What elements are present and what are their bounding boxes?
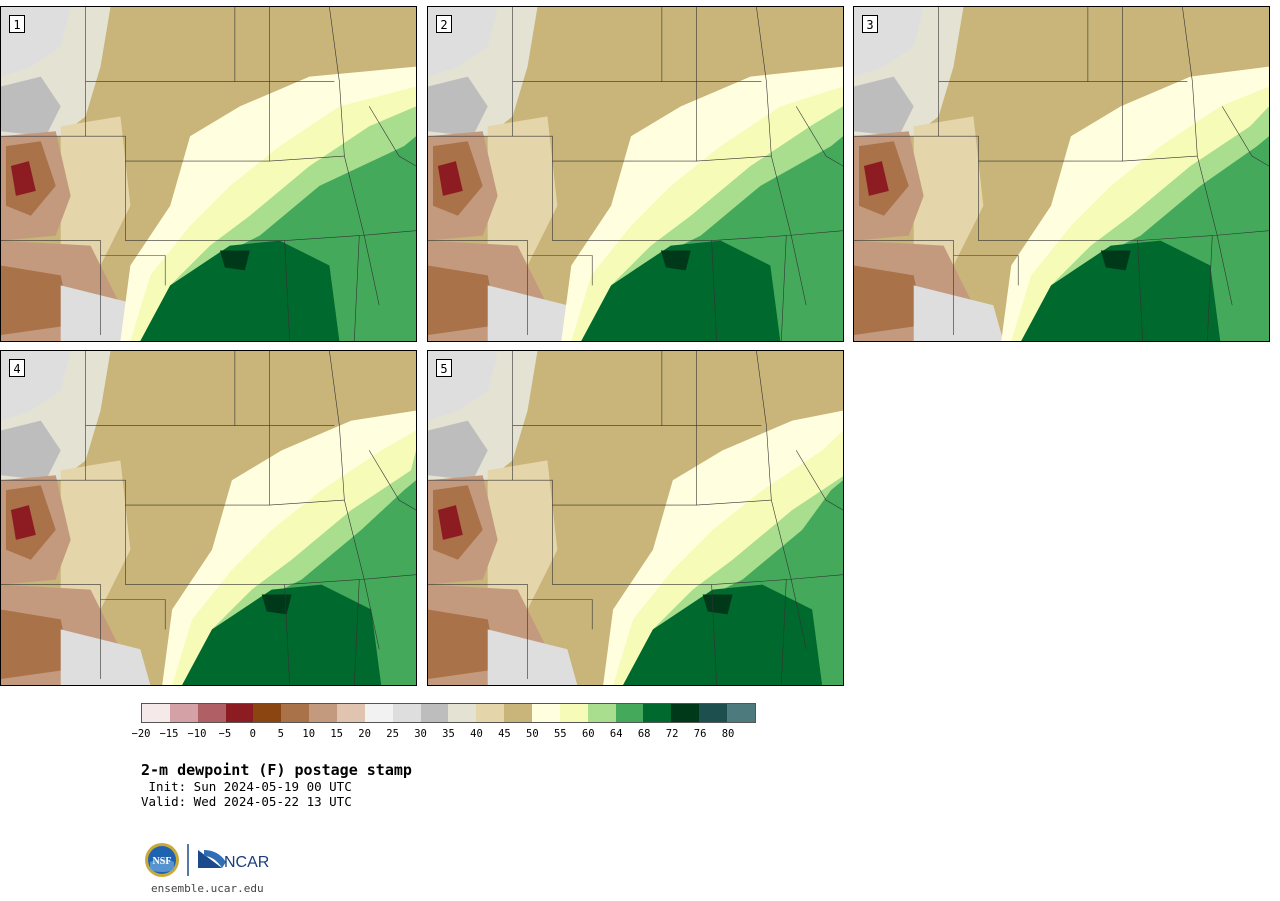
colorbar-swatch [504, 704, 533, 722]
colorbar-swatch [169, 704, 198, 722]
colorbar-swatch [448, 704, 477, 722]
colorbar-tick-label: 68 [637, 728, 651, 740]
colorbar-tick-label: 35 [442, 728, 455, 740]
dewpoint-map [854, 7, 1269, 341]
colorbar-swatch [197, 704, 226, 722]
panel-number: 2 [436, 15, 452, 33]
colorbar-swatch [587, 704, 616, 722]
colorbar-tick-label: −20 [131, 728, 151, 740]
colorbar-ticks: −20 −15 −10 −5 0 5 10 15 20 25 30 35 40 45 50 55 60 64 68 7… [132, 728, 756, 742]
colorbar-tick-label: 5 [277, 728, 284, 740]
colorbar-swatch [532, 704, 560, 722]
dewpoint-map [1, 351, 416, 685]
colorbar-swatch [643, 704, 672, 722]
stamp-panel-3: 3 [853, 6, 1270, 342]
svg-text:NSF: NSF [153, 856, 172, 867]
colorbar-tick-label: 45 [498, 728, 511, 740]
colorbar-tick-label: 40 [470, 728, 483, 740]
site-url: ensemble.ucar.edu [151, 882, 264, 895]
colorbar-swatch [615, 704, 644, 722]
colorbar-tick-label: 55 [553, 728, 567, 740]
colorbar-swatch [142, 704, 170, 722]
stamp-panel-2: 2 [427, 6, 844, 342]
valid-time: Valid: Wed 2024-05-22 13 UTC [141, 794, 352, 809]
nsf-logo-icon: NSF [145, 843, 179, 877]
colorbar-swatch [337, 704, 365, 722]
colorbar-tick-label: 20 [358, 728, 371, 740]
colorbar-swatch [225, 704, 254, 722]
ncar-logo-icon: NCAR [198, 850, 269, 871]
colorbar-tick-label: 60 [581, 728, 595, 740]
colorbar-swatch [699, 704, 728, 722]
colorbar-tick-label: 30 [414, 728, 427, 740]
colorbar-tick-label: 10 [302, 728, 316, 740]
plot-title: 2-m dewpoint (F) postage stamp [141, 761, 412, 779]
colorbar-swatch [559, 704, 588, 722]
dewpoint-map [428, 7, 843, 341]
panel-number: 4 [9, 359, 25, 377]
colorbar-tick-label: −5 [218, 728, 232, 740]
colorbar-tick-label: −10 [187, 728, 207, 740]
stamp-panel-4: 4 [0, 350, 417, 686]
dewpoint-map [1, 7, 416, 341]
colorbar-swatch [281, 704, 310, 722]
logos: NSF NCAR [145, 843, 269, 877]
dewpoint-map [428, 351, 843, 685]
colorbar-tick-label: 76 [693, 728, 707, 740]
colorbar-swatch [364, 704, 393, 722]
colorbar-tick-label: 0 [249, 728, 256, 740]
colorbar-tick-label: 25 [386, 728, 399, 740]
colorbar-tick-label: 72 [665, 728, 679, 740]
panel-number: 3 [862, 15, 878, 33]
colorbar-swatch [420, 704, 449, 722]
colorbar-swatch [727, 704, 755, 722]
colorbar-tick-label: 80 [721, 728, 735, 740]
panel-number: 1 [9, 15, 25, 33]
colorbar-swatch [392, 704, 421, 722]
colorbar-swatch [671, 704, 700, 722]
colorbar-swatch [309, 704, 338, 722]
stamp-panel-5: 5 [427, 350, 844, 686]
panel-number: 5 [436, 359, 452, 377]
colorbar [141, 703, 756, 723]
colorbar-tick-label: 50 [526, 728, 539, 740]
colorbar-tick-label: −15 [159, 728, 179, 740]
colorbar-tick-label: 15 [330, 728, 343, 740]
stamp-panel-1: 1 [0, 6, 417, 342]
svg-text:NCAR: NCAR [224, 854, 269, 871]
colorbar-swatch [476, 704, 505, 722]
init-time: Init: Sun 2024-05-19 00 UTC [141, 779, 352, 794]
colorbar-tick-label: 64 [609, 728, 623, 740]
colorbar-swatch [253, 704, 282, 722]
